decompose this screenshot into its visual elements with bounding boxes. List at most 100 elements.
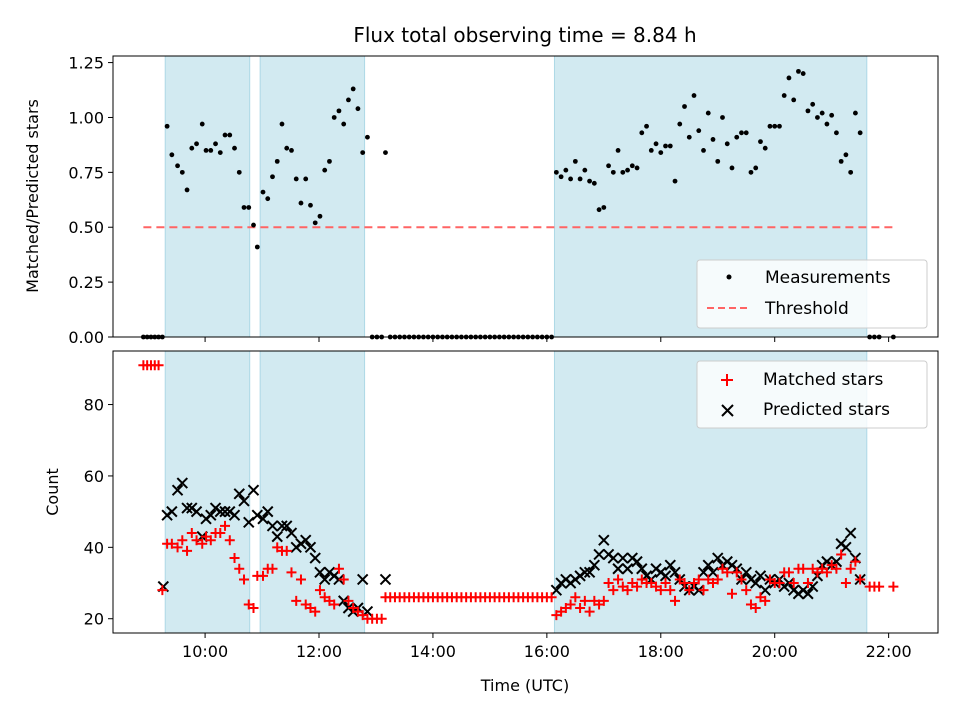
matched-star-point: [774, 578, 785, 589]
predicted-star-point: [607, 552, 620, 564]
predicted-star-point: [702, 559, 714, 571]
matched-star-point: [836, 549, 847, 560]
measurement-point: [734, 134, 740, 140]
bot-y-tick-label: 80: [84, 396, 104, 415]
measurement-points: [140, 68, 896, 340]
measurement-point: [355, 106, 361, 112]
measurement-point: [601, 205, 607, 210]
bottom-y-axis-label: Count: [43, 468, 62, 516]
matched-star-point: [712, 574, 723, 585]
matched-star-point: [239, 574, 250, 585]
predicted-star-point: [319, 573, 331, 586]
matched-star-point: [570, 592, 581, 603]
top-y-tick-label: 1.25: [68, 54, 104, 73]
predicted-star-point: [166, 505, 178, 518]
predicted-star-point: [281, 520, 293, 532]
matched-star-point: [693, 574, 704, 585]
predicted-star-point: [262, 505, 274, 518]
measurement-point: [615, 147, 621, 153]
measurement-point: [667, 143, 673, 149]
predicted-star-point: [659, 570, 672, 582]
matched-star-point: [258, 570, 268, 581]
measurement-point: [194, 141, 199, 147]
predicted-star-point: [707, 566, 719, 579]
measurement-point: [563, 167, 569, 173]
measurement-point: [577, 176, 583, 182]
predicted-star-point: [238, 495, 250, 507]
predicted-star-point: [233, 488, 245, 500]
top-y-axis-ticks: 0.00 0.25 0.50 0.75 1.00 1.25: [68, 54, 113, 347]
measurement-point: [653, 141, 659, 147]
matched-star-point: [182, 545, 193, 556]
measurement-point: [805, 108, 811, 114]
measurement-point: [857, 130, 863, 136]
matched-star-point: [608, 585, 619, 596]
measurement-point: [587, 178, 592, 184]
measurement-point: [767, 123, 773, 129]
predicted-star-point: [379, 573, 392, 586]
measurement-point: [322, 167, 328, 173]
measurement-point: [644, 123, 649, 129]
matched-star-point: [314, 585, 325, 596]
predicted-star-point: [697, 566, 710, 579]
predicted-star-point: [356, 573, 369, 586]
top-legend: Measurements Threshold: [696, 259, 928, 329]
legend-predicted-label: Predicted stars: [763, 400, 890, 420]
matched-star-point: [166, 538, 177, 549]
matched-star-point: [248, 603, 259, 614]
measurement-point: [312, 220, 318, 226]
matched-star-point: [281, 545, 292, 556]
bottom-legend: Matched stars Predicted stars: [696, 360, 928, 429]
measurement-point: [715, 158, 721, 164]
matched-star-point: [546, 592, 557, 603]
matched-star-point: [840, 578, 851, 589]
measurement-point: [246, 205, 252, 210]
measurement-point: [208, 147, 214, 153]
measurement-point: [620, 169, 626, 175]
measurement-point: [838, 158, 844, 164]
measurement-point: [327, 158, 332, 164]
bot-y-tick-label: 40: [84, 538, 104, 557]
legend-predicted-marker: [721, 404, 734, 417]
matched-star-point: [186, 528, 197, 539]
measurement-point: [772, 123, 778, 129]
predicted-star-point: [550, 584, 563, 596]
measurement-point: [251, 222, 256, 228]
matched-star-point: [579, 595, 590, 606]
matched-star-point: [310, 606, 321, 617]
bot-x-tick-label: 14:00: [410, 642, 456, 661]
measurement-point: [691, 93, 697, 98]
bot-y-tick-label: 20: [84, 610, 104, 629]
predicted-star-point: [598, 534, 610, 546]
measurement-point: [270, 174, 275, 180]
matched-star-point: [731, 567, 742, 578]
measurement-point: [791, 97, 797, 103]
predicted-star-point: [247, 484, 260, 496]
bot-y-tick-label: 60: [84, 467, 104, 486]
predicted-star-point: [181, 502, 193, 514]
top-y-tick-label: 0.75: [68, 163, 104, 182]
matched-star-point: [684, 585, 695, 596]
top-shaded-interval-1: [164, 55, 251, 338]
predicted-star-point: [171, 484, 184, 496]
matched-star-point: [234, 563, 245, 574]
measurement-point: [572, 158, 578, 164]
measurement-point: [663, 143, 668, 149]
matched-star-point: [197, 538, 208, 549]
predicted-star-point: [276, 520, 288, 532]
measurement-point: [824, 121, 830, 127]
matched-star-point: [798, 563, 809, 574]
top-y-tick-label: 0.25: [68, 273, 104, 292]
bot-shaded-interval-2: [259, 350, 366, 634]
measurement-point: [341, 121, 347, 127]
predicted-star-point: [802, 588, 814, 600]
matched-star-point: [655, 585, 666, 596]
predicted-star-point: [271, 530, 283, 543]
measurement-point: [383, 150, 388, 155]
matched-star-point: [220, 520, 231, 531]
measurement-point: [834, 130, 839, 136]
legend-matched-marker: [721, 374, 733, 386]
predicted-star-point: [669, 566, 681, 579]
bottom-panel: 20 40 60 80 10:00 12:00 14:00 16:00 18:00 20:00 2…: [43, 350, 939, 695]
